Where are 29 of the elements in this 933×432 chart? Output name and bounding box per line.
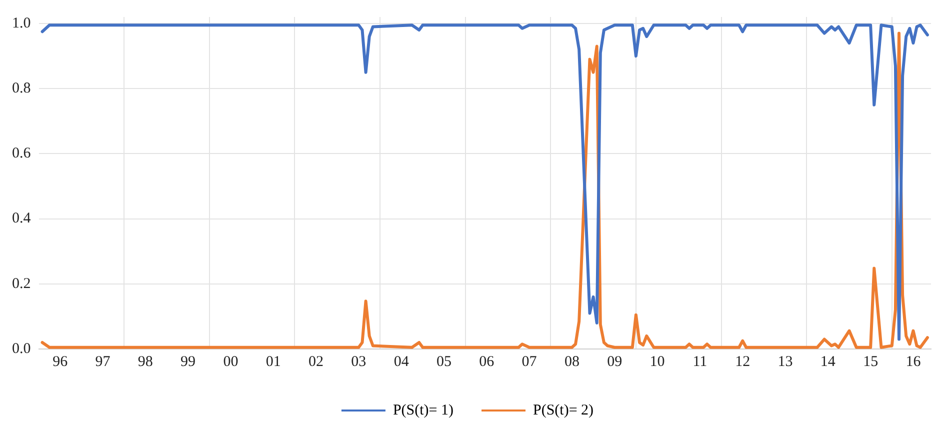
x-tick-label: 98: [138, 354, 153, 370]
x-tick-label: 01: [266, 354, 281, 370]
x-tick-label: 97: [95, 354, 111, 370]
x-tick-label: 14: [820, 354, 836, 370]
y-tick-label: 0.0: [12, 340, 31, 357]
y-tick-label: 0.6: [12, 146, 32, 162]
x-tick-label: 00: [223, 354, 238, 370]
x-tick-label: 08: [564, 354, 580, 370]
x-tick-label: 07: [522, 354, 538, 370]
x-tick-label: 15: [863, 354, 878, 370]
x-tick-label: 16: [906, 354, 922, 370]
y-tick-label: 0.4: [12, 210, 32, 227]
legend-label: P(S(t)= 1): [392, 402, 454, 418]
legend-label: P(S(t)= 2): [533, 402, 594, 418]
x-tick-label: 99: [180, 354, 196, 370]
y-tick-label: 1.0: [12, 15, 31, 32]
x-tick-label: 03: [351, 354, 366, 370]
x-tick-label: 09: [607, 354, 622, 370]
x-tick-label: 12: [735, 354, 750, 370]
x-tick-label: 06: [479, 354, 495, 370]
y-tick-label: 0.8: [12, 80, 31, 97]
x-tick-label: 02: [308, 354, 324, 370]
x-tick-label: 10: [650, 354, 665, 370]
y-tick-label: 0.2: [12, 276, 31, 292]
x-tick-label: 13: [778, 354, 793, 370]
x-tick-label: 04: [394, 354, 410, 370]
x-tick-label: 96: [52, 354, 68, 370]
x-tick-label: 05: [436, 354, 452, 370]
x-tick-label: 11: [692, 354, 708, 370]
